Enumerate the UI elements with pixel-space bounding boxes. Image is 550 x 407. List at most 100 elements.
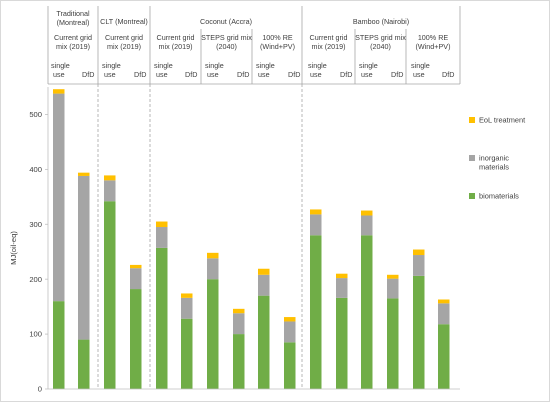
single-use-label: single [359, 61, 378, 70]
scenario-label: (Wind+PV) [416, 42, 451, 51]
bar-inorganic-materials [310, 214, 322, 236]
bar-inorganic-materials [387, 278, 399, 299]
bar-inorganic-materials [233, 313, 245, 335]
legend-swatch [469, 155, 475, 161]
legend-label: materials [479, 163, 509, 172]
bar-biomaterials [53, 301, 65, 389]
single-use-label: single [308, 61, 327, 70]
bar-inorganic-materials [156, 227, 168, 248]
bar-biomaterials [284, 342, 296, 389]
bar-biomaterials [361, 235, 373, 389]
bar-eol-treatment [130, 264, 142, 269]
scenario-label: Current grid [157, 33, 195, 42]
scenario-label: (Wind+PV) [260, 42, 295, 51]
scenario-label: mix (2019) [159, 42, 193, 51]
legend-swatch [469, 117, 475, 123]
scenario-label: mix (2019) [107, 42, 141, 51]
bar-inorganic-materials [438, 303, 450, 325]
single-use-label: single [411, 61, 430, 70]
single-use-label: use [53, 70, 65, 79]
bar-eol-treatment [361, 210, 373, 216]
single-use-label: use [361, 70, 373, 79]
single-use-label: single [51, 61, 70, 70]
material-label: (Montreal) [57, 18, 90, 27]
scenario-label: STEPS grid mix [201, 33, 252, 42]
material-label: Coconut (Accra) [200, 17, 252, 26]
single-use-label: single [205, 61, 224, 70]
scenario-label: mix (2019) [312, 42, 346, 51]
single-use-label: use [258, 70, 270, 79]
legend-label: EoL treatment [479, 116, 525, 125]
scenario-label: Current grid [54, 33, 92, 42]
scenario-label: (2040) [370, 42, 391, 51]
bar-eol-treatment [53, 89, 65, 94]
bar-inorganic-materials [181, 297, 193, 319]
y-tick-label: 500 [29, 110, 42, 119]
scenario-label: mix (2019) [56, 42, 90, 51]
bar-eol-treatment [78, 172, 90, 176]
y-tick-label: 200 [29, 275, 42, 284]
bar-biomaterials [207, 279, 219, 389]
bar-biomaterials [130, 289, 142, 389]
single-use-label: use [104, 70, 116, 79]
dfd-label: DfD [442, 70, 454, 79]
scenario-label: 100% RE [418, 33, 449, 42]
bar-inorganic-materials [361, 215, 373, 236]
dfd-label: DfD [340, 70, 352, 79]
scenario-header: Traditional(Montreal) CLT (Montreal) Cocon… [47, 6, 461, 85]
bar-eol-treatment [310, 209, 322, 215]
y-tick-label: 400 [29, 165, 42, 174]
dfd-label: DfD [288, 70, 300, 79]
bar-biomaterials [336, 297, 348, 389]
bar-inorganic-materials [53, 93, 65, 302]
y-axis: 0 100 200 300 400 500 MJ(oil-eq) [9, 87, 460, 394]
material-label: Traditional [56, 9, 90, 18]
bar-inorganic-materials [284, 321, 296, 343]
bar-eol-treatment [233, 308, 245, 314]
bar-biomaterials [233, 334, 245, 389]
bar-inorganic-materials [413, 255, 425, 276]
bar-biomaterials [258, 295, 270, 389]
bar-eol-treatment [258, 268, 270, 275]
single-use-label: use [156, 70, 168, 79]
bar-biomaterials [181, 318, 193, 389]
scenario-label: (2040) [216, 42, 237, 51]
bar-biomaterials [413, 275, 425, 389]
scenario-label: 100% RE [262, 33, 293, 42]
single-use-label: use [413, 70, 425, 79]
bars [53, 89, 450, 389]
scenario-label: Current grid [105, 33, 143, 42]
scenario-label: STEPS grid mix [355, 33, 406, 42]
bar-biomaterials [310, 235, 322, 389]
y-tick-label: 100 [29, 330, 42, 339]
dfd-label: DfD [185, 70, 197, 79]
legend-swatch [469, 193, 475, 199]
dfd-label: DfD [391, 70, 403, 79]
bar-eol-treatment [438, 299, 450, 304]
bar-eol-treatment [104, 175, 116, 181]
bar-biomaterials [104, 201, 116, 389]
single-use-label: use [207, 70, 219, 79]
y-tick-label: 0 [38, 385, 42, 394]
material-label: Bamboo (Nairobi) [353, 17, 409, 26]
bar-biomaterials [78, 339, 90, 389]
bar-biomaterials [438, 324, 450, 389]
bar-biomaterials [156, 247, 168, 389]
single-use-label: single [102, 61, 121, 70]
bar-inorganic-materials [336, 278, 348, 298]
bar-eol-treatment [207, 252, 219, 259]
material-label: CLT (Montreal) [100, 17, 148, 26]
scenario-label: Current grid [310, 33, 348, 42]
single-use-label: use [310, 70, 322, 79]
single-use-label: single [256, 61, 275, 70]
y-tick-label: 300 [29, 220, 42, 229]
group-dividers [97, 84, 303, 389]
bar-eol-treatment [387, 274, 399, 279]
bar-biomaterials [387, 298, 399, 389]
bar-eol-treatment [336, 273, 348, 279]
single-use-label: single [154, 61, 173, 70]
dfd-label: DfD [134, 70, 146, 79]
